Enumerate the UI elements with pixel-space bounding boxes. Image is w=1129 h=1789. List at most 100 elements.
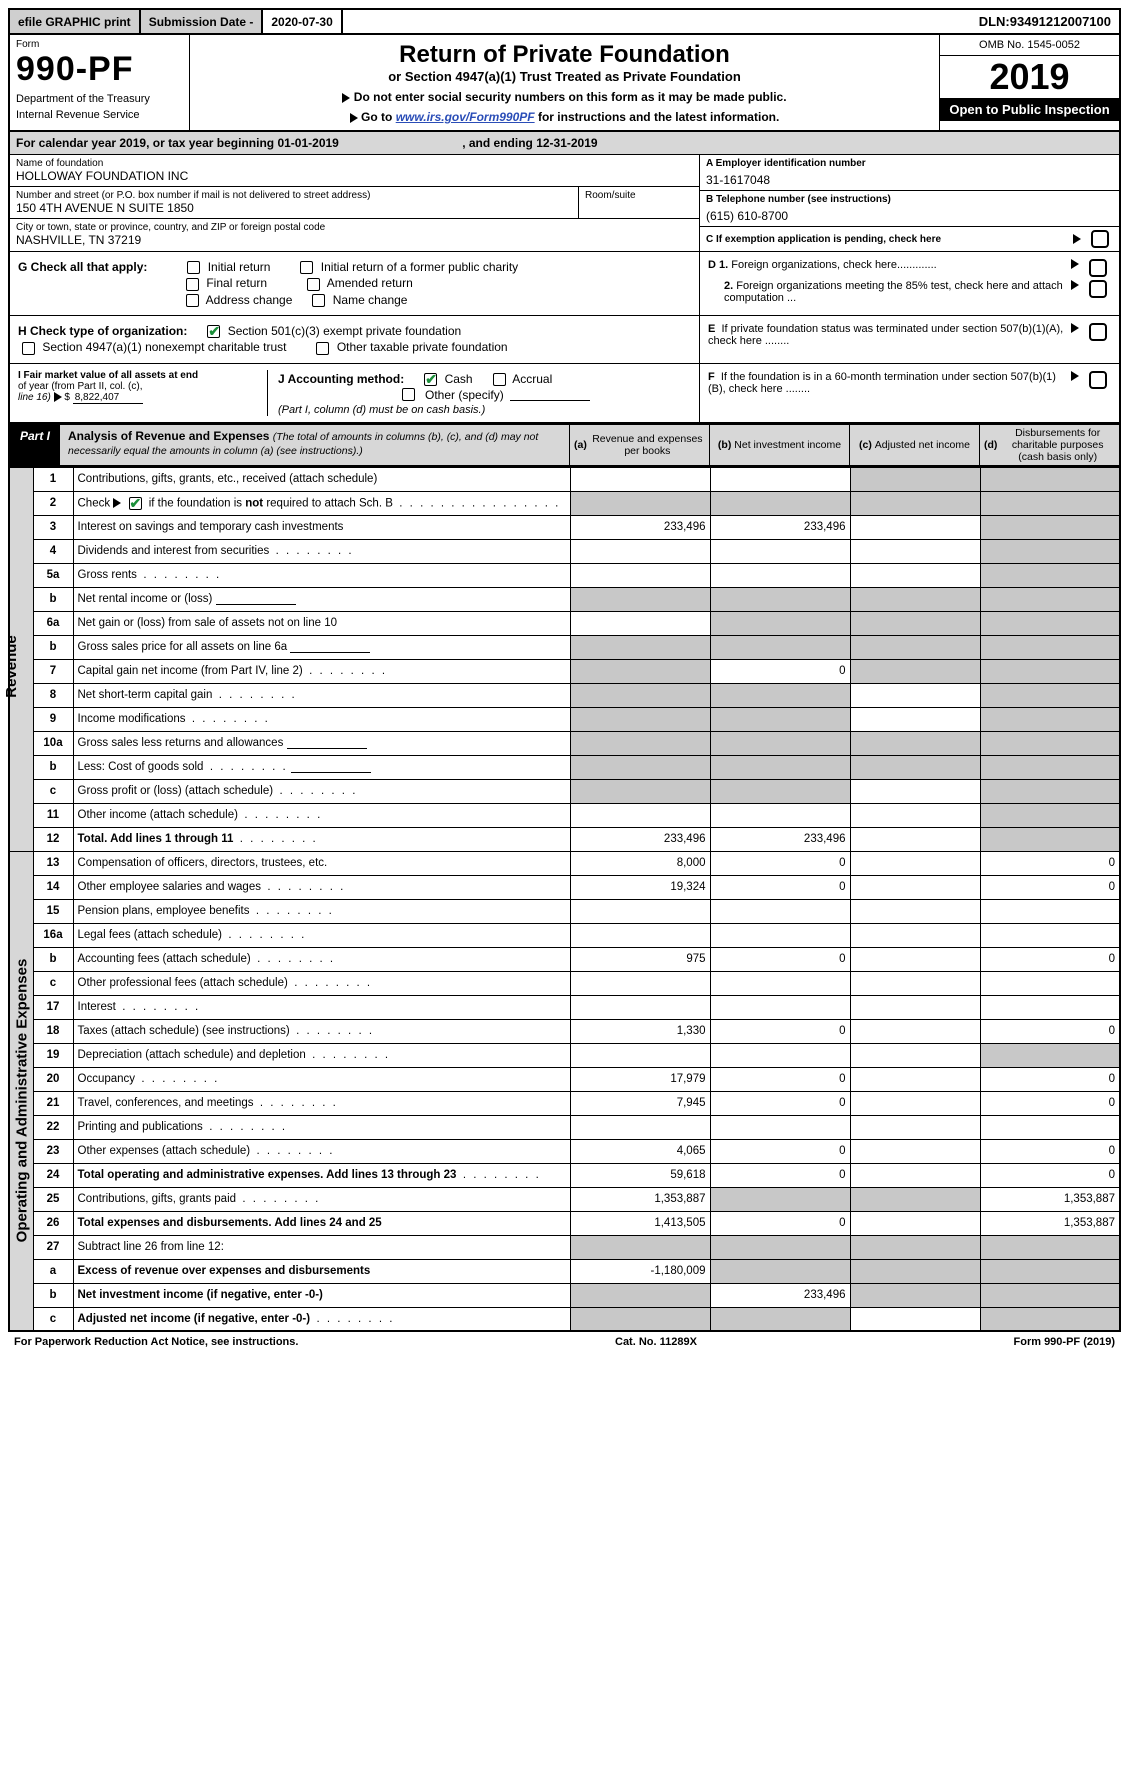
section-i-j-f: I Fair market value of all assets at end… xyxy=(8,364,1121,423)
line-number: 13 xyxy=(33,851,73,875)
cell-a xyxy=(570,611,710,635)
table-row: 24Total operating and administrative exp… xyxy=(9,1163,1120,1187)
efile-label[interactable]: efile GRAPHIC print xyxy=(10,10,141,33)
checkbox-f[interactable] xyxy=(1089,371,1107,389)
col-d-header: (d) Disbursements for charitable purpose… xyxy=(979,425,1119,465)
cell-b: 0 xyxy=(710,659,850,683)
section-j: J Accounting method: Cash Accrual Other … xyxy=(278,370,691,416)
cell-b: 233,496 xyxy=(710,827,850,851)
line-number: 22 xyxy=(33,1115,73,1139)
cell-d xyxy=(980,995,1120,1019)
checkbox-initial-former[interactable] xyxy=(300,261,313,274)
cell-a xyxy=(570,899,710,923)
table-row: 10aGross sales less returns and allowanc… xyxy=(9,731,1120,755)
checkbox-4947a1[interactable] xyxy=(22,342,35,355)
checkbox-c[interactable] xyxy=(1091,230,1109,248)
table-row: 9Income modifications . . . . . . . . xyxy=(9,707,1120,731)
form-label: Form xyxy=(16,39,183,50)
cell-a: 1,330 xyxy=(570,1019,710,1043)
section-g-d: G Check all that apply: Initial return I… xyxy=(8,252,1121,316)
cell-c xyxy=(850,731,980,755)
cell-b xyxy=(710,779,850,803)
checkbox-other-method[interactable] xyxy=(402,388,415,401)
checkbox-accrual[interactable] xyxy=(493,373,506,386)
checkbox-address-change[interactable] xyxy=(186,294,199,307)
checkbox-d2[interactable] xyxy=(1089,280,1107,298)
col-a-header: (a) Revenue and expenses per books xyxy=(569,425,709,465)
checkbox-name-change[interactable] xyxy=(312,294,325,307)
cell-c xyxy=(850,1283,980,1307)
cell-c xyxy=(850,971,980,995)
cell-d: 1,353,887 xyxy=(980,1211,1120,1235)
checkbox-other-taxable[interactable] xyxy=(316,342,329,355)
line-number: c xyxy=(33,779,73,803)
cell-d: 0 xyxy=(980,1163,1120,1187)
cell-a xyxy=(570,587,710,611)
g-label: G Check all that apply: xyxy=(18,260,147,274)
cell-c xyxy=(850,611,980,635)
cell-a: 17,979 xyxy=(570,1067,710,1091)
submission-date-value: 2020-07-30 xyxy=(263,10,342,33)
cell-c xyxy=(850,899,980,923)
cell-b xyxy=(710,1115,850,1139)
cell-b xyxy=(710,707,850,731)
telephone-row: B Telephone number (see instructions) (6… xyxy=(700,191,1119,227)
line-text: Other expenses (attach schedule) . . . .… xyxy=(73,1139,570,1163)
cell-d xyxy=(980,899,1120,923)
cell-d: 0 xyxy=(980,947,1120,971)
cell-d: 0 xyxy=(980,875,1120,899)
line-number: c xyxy=(33,1307,73,1331)
checkbox-cash[interactable] xyxy=(424,373,437,386)
line-number: b xyxy=(33,1283,73,1307)
cell-d xyxy=(980,491,1120,515)
checkbox-e[interactable] xyxy=(1089,323,1107,341)
part-tag: Part I xyxy=(10,425,60,465)
checkbox-initial-return[interactable] xyxy=(187,261,200,274)
cell-b xyxy=(710,731,850,755)
cell-b: 0 xyxy=(710,1019,850,1043)
cell-b xyxy=(710,1187,850,1211)
cell-c xyxy=(850,851,980,875)
cell-c xyxy=(850,515,980,539)
table-row: 19Depreciation (attach schedule) and dep… xyxy=(9,1043,1120,1067)
line-text: Adjusted net income (if negative, enter … xyxy=(73,1307,570,1331)
cell-b: 233,496 xyxy=(710,515,850,539)
cell-d xyxy=(980,587,1120,611)
line-number: 12 xyxy=(33,827,73,851)
cell-a xyxy=(570,755,710,779)
line-number: 16a xyxy=(33,923,73,947)
cell-c xyxy=(850,467,980,491)
checkbox-d1[interactable] xyxy=(1089,259,1107,277)
submission-date-label: Submission Date - xyxy=(141,10,264,33)
cell-a: 1,353,887 xyxy=(570,1187,710,1211)
line-text: Gross rents . . . . . . . . xyxy=(73,563,570,587)
irs-link[interactable]: www.irs.gov/Form990PF xyxy=(396,110,535,124)
table-row: bGross sales price for all assets on lin… xyxy=(9,635,1120,659)
checkbox-final-return[interactable] xyxy=(186,278,199,291)
line-number: 17 xyxy=(33,995,73,1019)
triangle-icon xyxy=(1071,280,1079,290)
section-i: I Fair market value of all assets at end… xyxy=(18,370,268,416)
line-text: Subtract line 26 from line 12: xyxy=(73,1235,570,1259)
cell-c xyxy=(850,995,980,1019)
line-text: Net gain or (loss) from sale of assets n… xyxy=(73,611,570,635)
footer-left: For Paperwork Reduction Act Notice, see … xyxy=(14,1336,298,1348)
cell-d xyxy=(980,707,1120,731)
section-d: D 1. D 1. Foreign organizations, check h… xyxy=(699,252,1119,315)
cell-d xyxy=(980,539,1120,563)
cell-a xyxy=(570,971,710,995)
cell-a xyxy=(570,1307,710,1331)
section-h: H Check type of organization: Section 50… xyxy=(10,316,699,363)
cell-a: 233,496 xyxy=(570,827,710,851)
line-number: 14 xyxy=(33,875,73,899)
cell-d xyxy=(980,467,1120,491)
checkbox-amended[interactable] xyxy=(307,278,320,291)
part-i-header: Part I Analysis of Revenue and Expenses … xyxy=(8,423,1121,467)
line-text: Other employee salaries and wages . . . … xyxy=(73,875,570,899)
table-row: 22Printing and publications . . . . . . … xyxy=(9,1115,1120,1139)
checkbox-501c3[interactable] xyxy=(207,325,220,338)
cell-c xyxy=(850,683,980,707)
cell-b xyxy=(710,1235,850,1259)
section-h-e: H Check type of organization: Section 50… xyxy=(8,316,1121,364)
table-row: 16aLegal fees (attach schedule) . . . . … xyxy=(9,923,1120,947)
